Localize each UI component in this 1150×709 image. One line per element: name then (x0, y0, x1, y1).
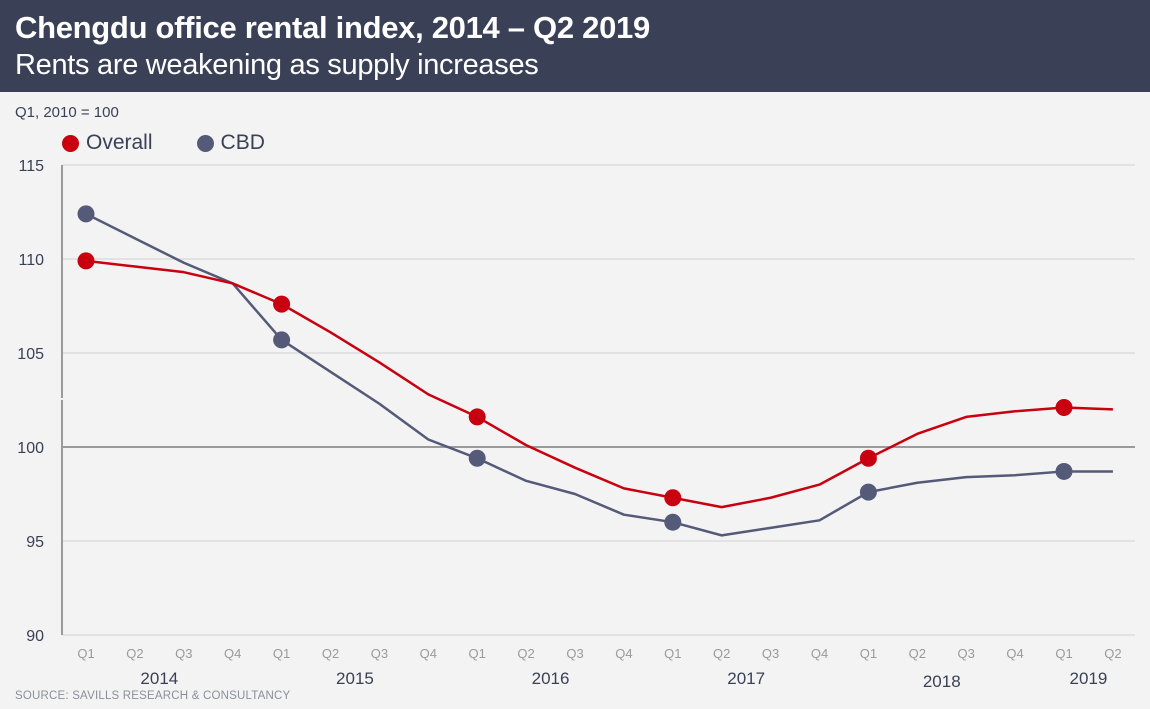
x-tick-label: Q1 (469, 646, 486, 661)
year-label: 2014 (140, 669, 178, 688)
x-tick-label: Q1 (77, 646, 94, 661)
data-point-overall (77, 252, 95, 270)
y-axis-unit-label: Q1, 2010 = 100 (15, 104, 119, 121)
x-tick-label: Q1 (860, 646, 877, 661)
data-point-cbd (273, 331, 291, 349)
x-tick-label: Q1 (664, 646, 681, 661)
legend-marker-overall (62, 134, 79, 152)
legend-label-overall: Overall (86, 131, 153, 154)
x-tick-label: Q2 (517, 646, 534, 661)
series-group (77, 205, 1113, 537)
data-point-cbd (859, 483, 877, 501)
source-note: SOURCE: SAVILLS RESEARCH & CONSULTANCY (15, 690, 291, 702)
x-tick-label: Q3 (371, 646, 388, 661)
legend-item-cbd: CBD (196, 131, 265, 155)
x-tick-label: Q1 (1055, 646, 1072, 661)
series-line-cbd (85, 212, 1113, 537)
data-point-overall (1055, 399, 1073, 417)
x-tick-label: Q4 (224, 646, 241, 661)
x-tick-label: Q1 (273, 646, 290, 661)
legend-label-cbd: CBD (220, 131, 265, 154)
x-tick-label: Q2 (1104, 646, 1121, 661)
x-tick-label: Q4 (811, 646, 828, 661)
x-axis-ticks: Q1 Q2 Q3 Q4 Q1 Q2 Q3 Q4 Q1 Q2 Q3 Q4 Q1 Q2 Q3 Q4 Q1 Q2 Q3 Q4… (77, 646, 1121, 661)
chart-title: Chengdu office rental index, 2014 – Q2 2… (15, 10, 650, 45)
legend: Overall CBD (62, 131, 309, 155)
series-line-overall (85, 259, 1113, 509)
year-label: 2018 (923, 672, 961, 691)
x-tick-label: Q4 (1006, 646, 1023, 661)
data-point-cbd (1055, 462, 1073, 480)
x-tick-label: Q2 (713, 646, 730, 661)
data-point-overall (273, 295, 291, 313)
y-tick-label: 95 (26, 534, 44, 551)
x-tick-label: Q2 (322, 646, 339, 661)
data-point-overall (468, 408, 486, 426)
data-point-overall (859, 449, 877, 467)
x-tick-label: Q3 (175, 646, 192, 661)
y-tick-label: 105 (17, 346, 44, 363)
gridlines (61, 164, 1135, 636)
data-point-cbd (468, 449, 486, 467)
chart-subtitle: Rents are weakening as supply increases (15, 49, 539, 81)
x-tick-label: Q2 (126, 646, 143, 661)
x-axis-year-labels: 2014 2015 2016 2017 2018 2019 (140, 669, 1107, 691)
x-tick-label: Q3 (762, 646, 779, 661)
legend-marker-cbd (196, 134, 214, 152)
x-tick-label: Q3 (566, 646, 583, 661)
y-tick-label: 115 (18, 158, 44, 175)
y-axis-ticks: 90 95 100 105 110 115 (17, 158, 44, 645)
x-tick-label: Q4 (420, 646, 437, 661)
legend-item-overall: Overall (62, 131, 153, 155)
year-label: 2017 (727, 669, 765, 688)
year-label: 2015 (336, 669, 374, 688)
data-point-cbd (664, 513, 682, 531)
x-tick-label: Q2 (909, 646, 926, 661)
chart-header: Chengdu office rental index, 2014 – Q2 2… (0, 0, 1150, 92)
data-point-cbd (77, 205, 95, 223)
year-label: 2016 (532, 669, 570, 688)
y-tick-label: 110 (18, 252, 44, 269)
y-tick-label: 90 (26, 628, 44, 645)
data-point-overall (664, 489, 682, 507)
x-tick-label: Q3 (958, 646, 975, 661)
y-tick-label: 100 (17, 440, 44, 457)
year-label: 2019 (1070, 669, 1108, 688)
x-tick-label: Q4 (615, 646, 632, 661)
